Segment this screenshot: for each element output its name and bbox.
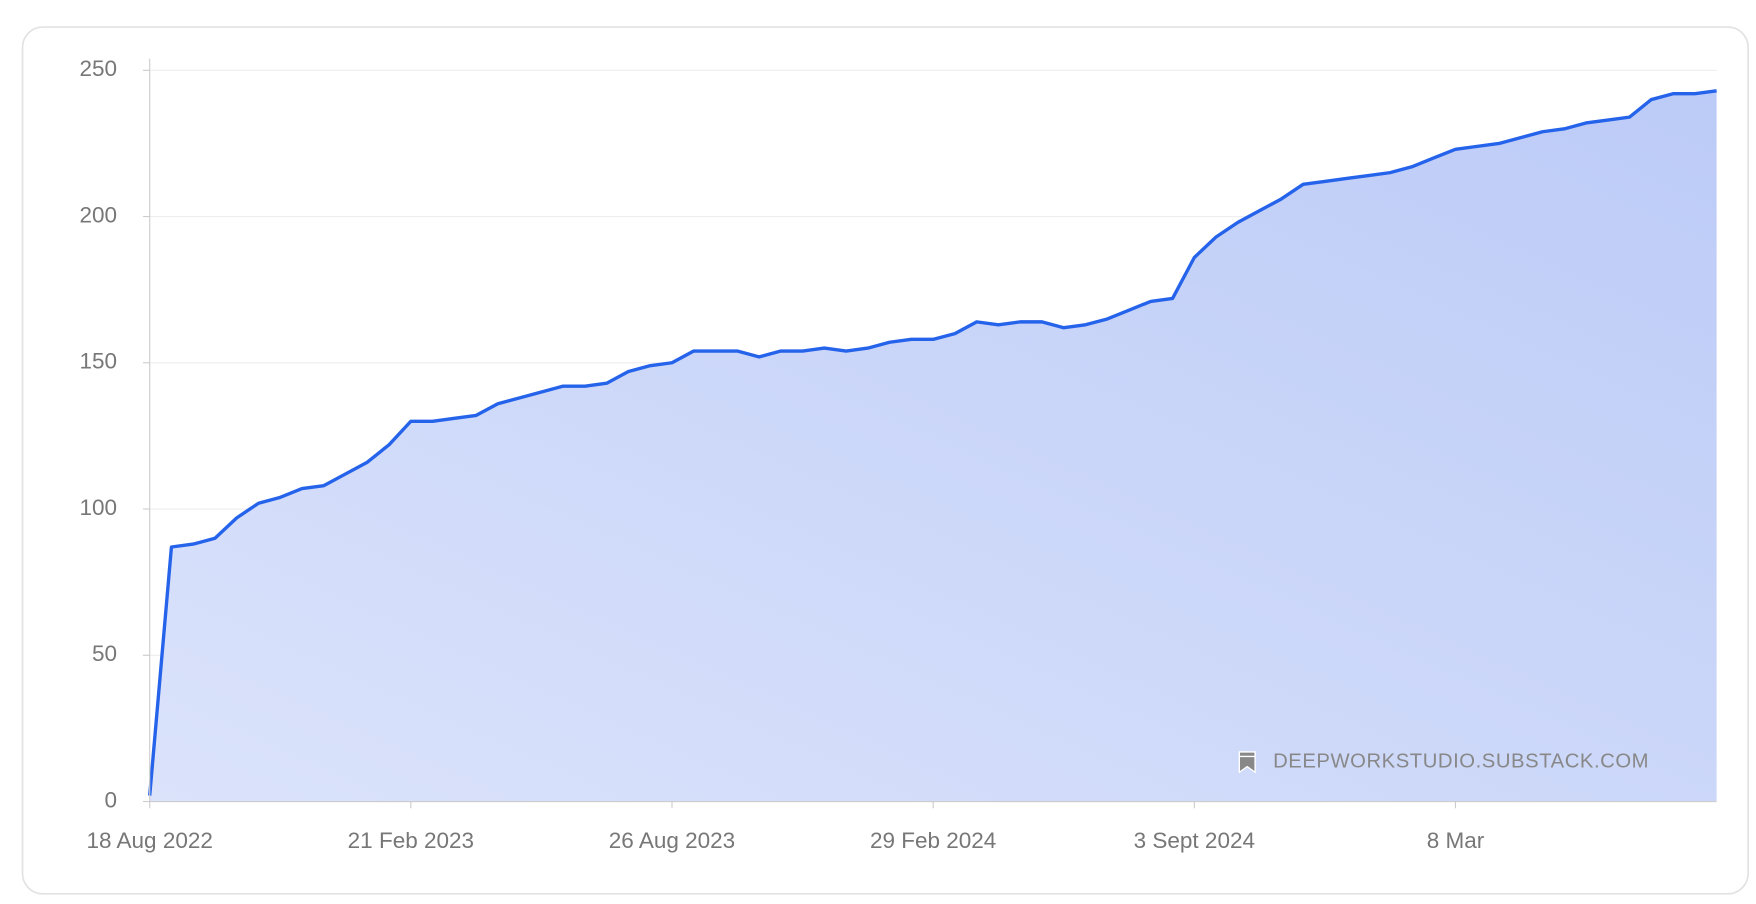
y-tick-label: 250 (80, 56, 118, 81)
y-tick-label: 100 (80, 495, 118, 520)
y-tick-label: 0 (105, 787, 118, 812)
x-tick-label: 3 Sept 2024 (1134, 828, 1255, 853)
x-tick-label: 8 Mar (1427, 828, 1485, 853)
x-tick-label: 18 Aug 2022 (87, 828, 213, 853)
area-fill (149, 90, 1717, 802)
x-tick-label: 26 Aug 2023 (609, 828, 735, 853)
substack-icon (1238, 751, 1256, 774)
watermark: DEEPWORKSTUDIO.SUBSTACK.COM (1273, 750, 1649, 772)
x-tick-label: 29 Feb 2024 (870, 828, 996, 853)
y-tick-label: 200 (80, 202, 118, 227)
line (148, 89, 1717, 796)
y-tick-label: 50 (92, 641, 117, 666)
x-tick-label: 21 Feb 2023 (348, 828, 474, 853)
y-tick-label: 150 (80, 349, 118, 374)
